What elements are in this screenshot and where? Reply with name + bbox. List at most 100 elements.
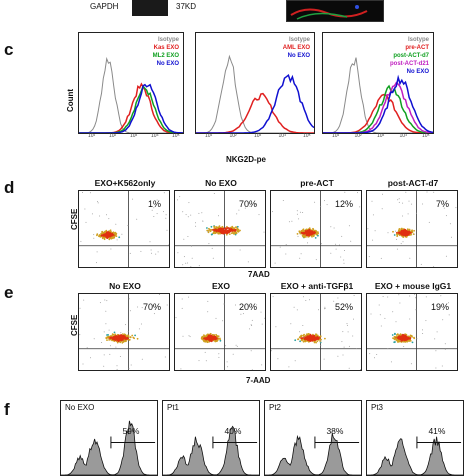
dot	[396, 338, 399, 341]
dot	[99, 302, 101, 304]
top-strip: GAPDH 37KD	[0, 0, 474, 22]
dot	[448, 314, 450, 316]
percentage-label: 38%	[326, 426, 344, 437]
dot	[198, 360, 200, 362]
dot	[379, 314, 381, 316]
dot	[210, 229, 213, 231]
dot	[225, 230, 228, 232]
plot-title: Pt2	[269, 403, 282, 412]
dot	[402, 340, 405, 343]
legend-entry: AML EXO	[282, 45, 310, 51]
dot	[175, 317, 177, 319]
panel-f-letter: f	[4, 400, 10, 419]
dot	[96, 233, 99, 236]
dot	[79, 307, 81, 309]
dot	[191, 245, 192, 247]
dot	[408, 337, 411, 340]
dot	[443, 207, 445, 209]
dot	[205, 335, 207, 338]
dot	[372, 239, 374, 241]
plot-title: post-ACT-d7	[387, 178, 439, 188]
dot	[108, 218, 110, 220]
dot	[360, 369, 361, 370]
dot	[213, 338, 216, 340]
dot	[116, 368, 118, 370]
dot	[422, 203, 424, 205]
dot	[211, 247, 213, 249]
dot	[317, 234, 319, 237]
dot	[251, 325, 253, 326]
dot	[313, 339, 316, 342]
dot	[113, 331, 116, 334]
dot	[422, 333, 424, 334]
dot	[105, 231, 108, 234]
dot	[339, 244, 340, 246]
dot	[164, 356, 166, 358]
dot	[122, 336, 124, 339]
dot	[108, 339, 110, 341]
dot	[415, 309, 417, 311]
dot	[181, 298, 183, 300]
dot	[209, 332, 212, 335]
dot	[260, 311, 262, 313]
dot	[299, 257, 301, 259]
dot	[114, 338, 117, 340]
dot	[103, 331, 105, 333]
dot	[106, 300, 108, 302]
dot	[232, 229, 235, 232]
dot	[111, 335, 113, 337]
dot	[188, 296, 190, 298]
percentage-label: 41%	[428, 426, 446, 437]
dot	[183, 256, 185, 258]
dot	[382, 193, 383, 195]
dot	[108, 232, 110, 235]
dot	[103, 365, 105, 367]
dot	[407, 213, 409, 215]
dot	[128, 298, 130, 300]
dot	[413, 337, 416, 340]
dot	[398, 337, 401, 340]
dot	[372, 214, 374, 216]
histogram-area	[265, 433, 361, 475]
histogram-curves	[196, 54, 314, 133]
dot	[222, 230, 225, 233]
dot	[308, 335, 311, 338]
dot	[397, 199, 399, 201]
dot	[405, 335, 408, 338]
legend-entry: ML2 EXO	[152, 53, 179, 59]
dot	[308, 230, 310, 233]
dot	[310, 339, 313, 341]
dot	[408, 232, 411, 234]
dot	[190, 266, 192, 267]
dot	[399, 333, 402, 336]
dot	[119, 356, 121, 357]
dot	[368, 256, 370, 258]
histogram-fill	[367, 436, 463, 475]
dot	[187, 216, 189, 218]
dot	[344, 250, 345, 251]
dot	[301, 337, 303, 340]
dot-scatter	[271, 294, 361, 370]
dot	[109, 345, 111, 347]
dot	[408, 200, 410, 202]
dot	[299, 340, 301, 343]
dot	[166, 229, 168, 231]
dot	[390, 361, 392, 363]
dot	[320, 345, 322, 346]
dot	[230, 228, 233, 230]
dot	[91, 213, 93, 215]
legend-entry: No EXO	[156, 61, 179, 67]
fluorescence-signal	[290, 5, 368, 20]
dot	[402, 338, 405, 341]
dot	[380, 325, 382, 327]
dot	[335, 243, 337, 245]
dot	[404, 333, 406, 335]
dot	[90, 357, 91, 359]
dot	[428, 221, 430, 223]
dot	[153, 313, 155, 315]
dot	[232, 227, 234, 229]
dot	[156, 213, 158, 215]
dot	[302, 212, 304, 213]
dot	[237, 228, 240, 231]
dot	[335, 248, 337, 250]
